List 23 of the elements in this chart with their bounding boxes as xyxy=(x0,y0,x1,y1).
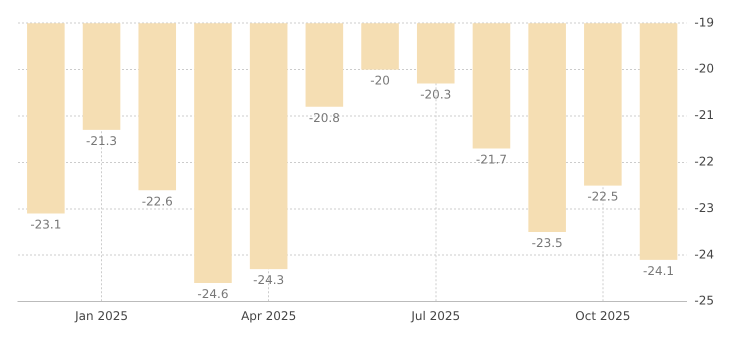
data-label: -24.6 xyxy=(197,287,228,302)
data-label: -23.1 xyxy=(30,218,62,232)
x-tick-label: Apr 2025 xyxy=(241,308,296,323)
y-tick-label: -25 xyxy=(694,294,714,308)
data-label: -20.8 xyxy=(308,110,340,125)
x-tick-label: Jul 2025 xyxy=(410,308,460,323)
x-tick-label: Jan 2025 xyxy=(74,308,128,323)
data-label: -21.3 xyxy=(86,134,118,148)
data-label: -24.1 xyxy=(643,264,674,278)
y-tick-label: -23 xyxy=(694,200,714,215)
y-tick-label: -24 xyxy=(694,247,714,262)
y-tick-label: -19 xyxy=(694,15,714,30)
data-label: -20.3 xyxy=(420,88,452,102)
data-label: -24.3 xyxy=(253,273,284,288)
data-label: -21.7 xyxy=(476,152,507,167)
data-label: -22.5 xyxy=(587,190,618,204)
data-label: -22.6 xyxy=(142,194,173,208)
x-tick-label: Oct 2025 xyxy=(575,308,630,323)
y-tick-label: -21 xyxy=(694,108,714,122)
data-label: -20 xyxy=(370,74,390,88)
y-tick-label: -20 xyxy=(694,62,714,76)
data-label: -23.5 xyxy=(532,236,563,250)
y-tick-label: -22 xyxy=(694,154,714,169)
